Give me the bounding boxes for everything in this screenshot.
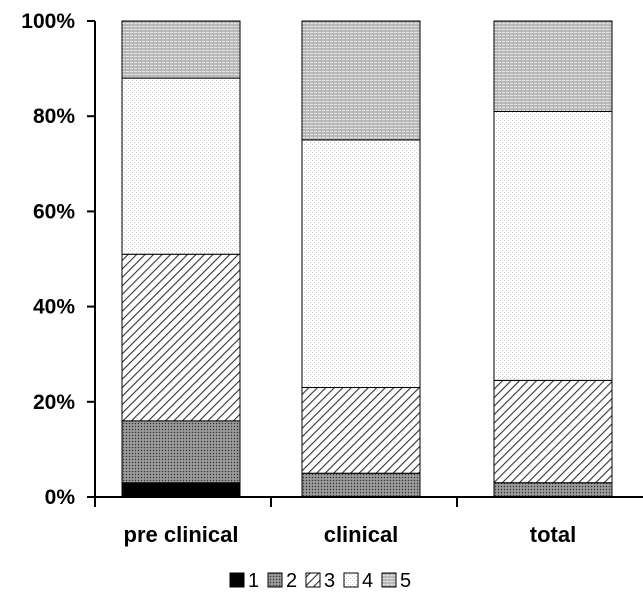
bar-segment-clinical-series-5 — [301, 20, 421, 141]
bar-segment-clinical-series-2 — [301, 472, 421, 498]
plot-area — [121, 20, 613, 498]
legend-swatch-4 — [343, 572, 359, 588]
bar-segment-pre-clinical-series-4 — [121, 77, 241, 255]
legend-label-3: 3 — [324, 570, 335, 592]
bar-segment-pre-clinical-series-1 — [121, 482, 241, 498]
bar-segment-total-series-5 — [493, 20, 613, 112]
legend-label-4: 4 — [362, 570, 373, 592]
bar-segment-clinical-series-3 — [301, 387, 421, 474]
legend-label-2: 2 — [286, 570, 297, 592]
bar-segment-total-series-4 — [493, 110, 613, 381]
legend-swatch-3 — [305, 572, 321, 588]
y-tick-label: 60% — [33, 200, 75, 223]
axes: 0% 20% 40% 60% 80% 100% pre clinical clinical to… — [21, 10, 643, 547]
legend-swatch-5 — [381, 572, 397, 588]
bar-segment-total-series-2 — [493, 482, 613, 498]
x-tick-label: pre clinical — [124, 522, 239, 547]
legend-label-5: 5 — [400, 570, 411, 592]
x-tick-label: total — [530, 522, 576, 547]
legend-swatch-1 — [229, 572, 245, 588]
legend-swatch-2 — [267, 572, 283, 588]
y-tick-label: 100% — [21, 10, 75, 33]
y-tick-label: 40% — [33, 296, 75, 319]
bar-segment-pre-clinical-series-5 — [121, 20, 241, 79]
bar-segment-pre-clinical-series-2 — [121, 420, 241, 484]
bar-segment-pre-clinical-series-3 — [121, 253, 241, 422]
bar-segment-total-series-3 — [493, 379, 613, 484]
y-tick-label: 20% — [33, 391, 75, 414]
legend: 1 2 3 4 5 — [229, 570, 411, 592]
y-tick-label: 80% — [33, 105, 75, 128]
legend-label-1: 1 — [248, 570, 259, 592]
y-tick-label: 0% — [45, 486, 76, 509]
bar-segment-clinical-series-4 — [301, 139, 421, 389]
x-tick-label: clinical — [324, 522, 399, 547]
